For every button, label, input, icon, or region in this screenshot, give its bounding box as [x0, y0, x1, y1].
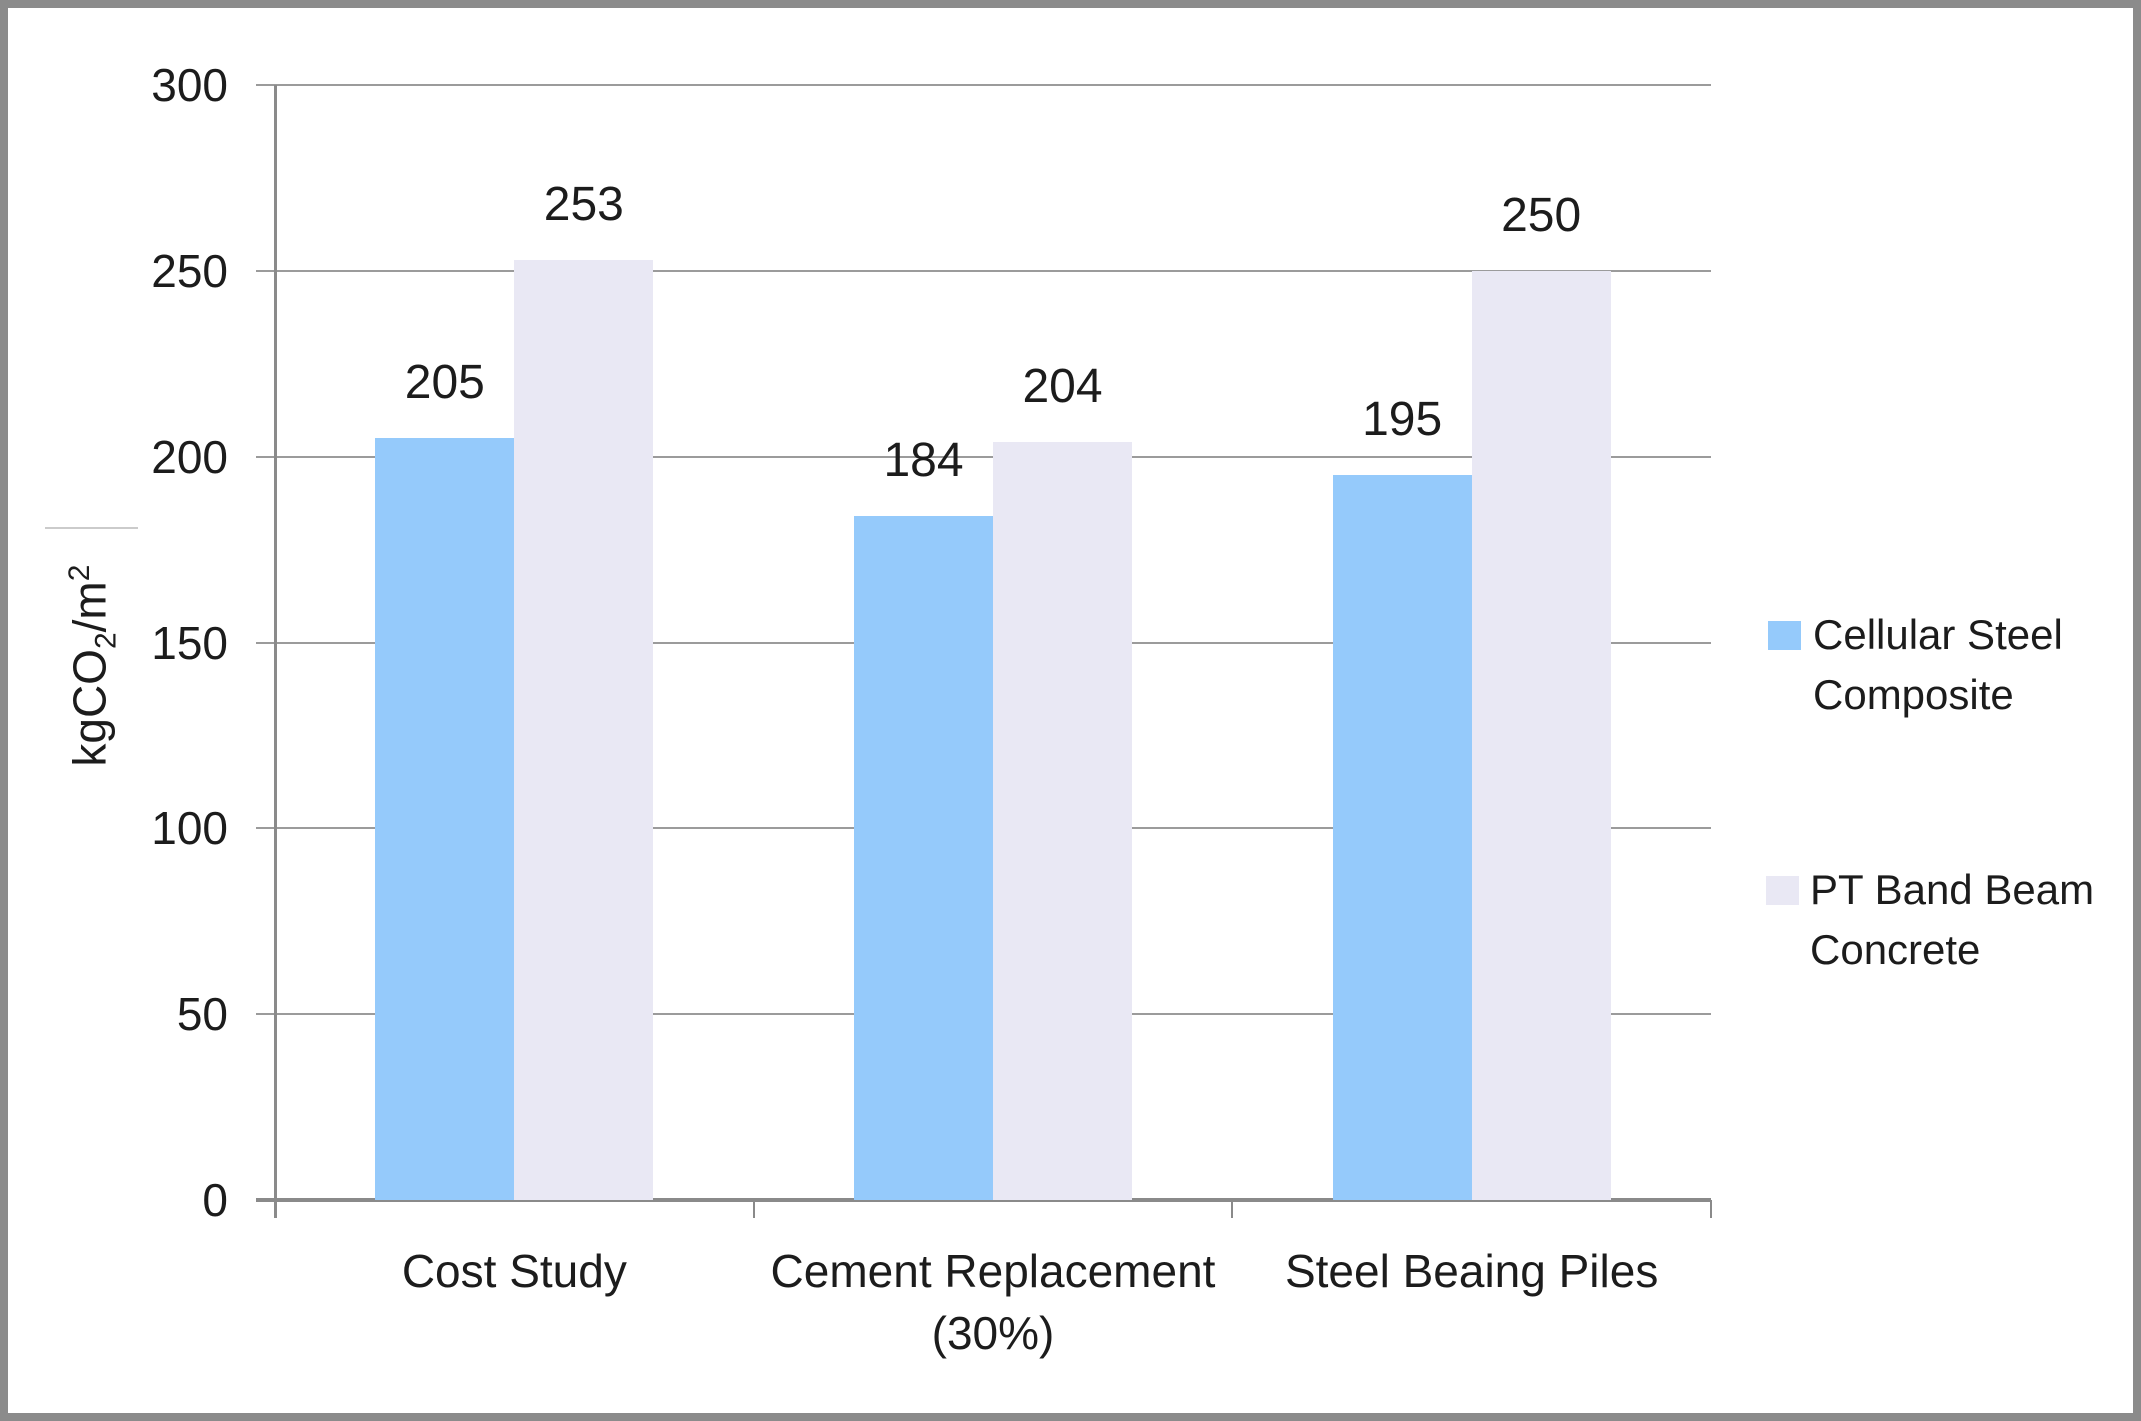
legend-label-cellular-steel-composite: Cellular Steel Composite — [1813, 611, 2063, 718]
gridline-250 — [256, 269, 1711, 272]
y-tick-label-250: 250 — [151, 244, 228, 297]
bar-series1-cat2 — [1471, 270, 1611, 1200]
x-category-label-2: Steel Beaing Piles — [1284, 1245, 1659, 1297]
y-tick-label-200: 200 — [151, 430, 228, 483]
data-label-series1-cat2: 250 — [1501, 188, 1582, 242]
category-tick-1 — [752, 1200, 755, 1218]
category-tick-3 — [1710, 1200, 1712, 1218]
data-label-series1-cat0: 253 — [543, 177, 624, 231]
data-label-series0-cat0: 205 — [404, 356, 485, 410]
bar-series1-cat0 — [514, 259, 654, 1200]
bar-series0-cat0 — [375, 438, 515, 1200]
x-category-label-0: Cost Study — [401, 1245, 627, 1297]
bar-series0-cat2 — [1332, 475, 1472, 1200]
data-label-series0-cat2: 195 — [1362, 393, 1443, 447]
x-axis-line — [256, 1198, 1711, 1202]
gridline-200 — [256, 455, 1711, 458]
legend-swatch-pt-band-beam-concrete — [1766, 876, 1799, 905]
y-tick-label-50: 50 — [176, 988, 228, 1041]
y-tick-label-100: 100 — [151, 802, 228, 855]
y-tick-label-300: 300 — [151, 59, 228, 111]
y-tick-label-150: 150 — [151, 616, 228, 669]
y-tick-label-0: 0 — [202, 1174, 228, 1226]
x-category-label-1: Cement Replacement (30%) — [770, 1245, 1216, 1359]
bar-series1-cat1 — [993, 441, 1132, 1200]
gridline-300 — [256, 84, 1711, 86]
legend-label-pt-band-beam-concrete: PT Band Beam Concrete — [1810, 866, 2095, 973]
y-axis-title-overline — [45, 527, 138, 529]
data-label-series0-cat1: 184 — [883, 434, 964, 488]
y-axis-line — [274, 85, 277, 1218]
bar-series0-cat1 — [854, 516, 993, 1200]
category-tick-2 — [1231, 1200, 1234, 1218]
legend-swatch-cellular-steel-composite — [1768, 621, 1801, 650]
category-tick-0 — [274, 1200, 276, 1218]
data-label-series1-cat1: 204 — [1022, 359, 1103, 413]
